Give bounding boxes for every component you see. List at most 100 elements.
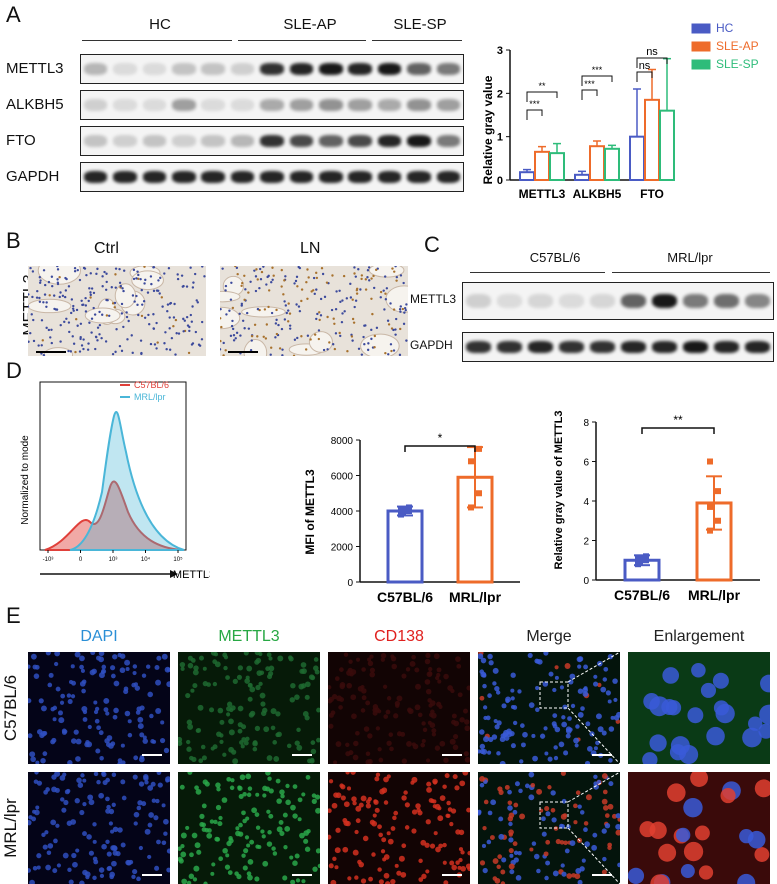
if-cell <box>229 785 235 791</box>
if-cell <box>345 751 351 757</box>
if-cell <box>512 809 518 815</box>
if-cell <box>381 787 388 794</box>
ihc-nucleus <box>383 275 387 278</box>
if-cell <box>466 807 470 813</box>
if-cell <box>300 662 307 668</box>
ihc-nucleus <box>370 297 373 301</box>
ihc-nucleus <box>118 344 122 348</box>
chart-a-bar <box>644 98 660 181</box>
if-cell <box>289 855 294 860</box>
if-cell <box>405 667 411 672</box>
ihc-nucleus <box>143 316 147 319</box>
ihc-nucleus <box>41 339 44 342</box>
ihc-nucleus <box>72 342 76 345</box>
if-cell <box>142 735 147 740</box>
if-cell <box>221 797 228 803</box>
if-cell <box>522 731 528 738</box>
if-cell <box>136 876 141 882</box>
if-cell <box>98 867 105 873</box>
if-cell <box>81 679 87 685</box>
if-cell <box>508 837 514 843</box>
blot-band <box>652 341 677 353</box>
if-cell <box>138 781 145 787</box>
if-cell <box>133 811 140 818</box>
if-cell <box>210 652 217 656</box>
ihc-nucleus <box>163 342 166 345</box>
blot-band <box>407 135 431 147</box>
ihc-nucleus <box>372 274 375 278</box>
ihc-nucleus <box>180 274 184 277</box>
ihc-nucleus <box>118 281 122 285</box>
if-cell <box>550 807 556 813</box>
if-cell <box>347 667 353 673</box>
histogram-tick-label: 10⁵ <box>173 556 183 563</box>
ihc-nucleus <box>68 330 71 334</box>
if-cell <box>700 682 716 698</box>
if-cell <box>513 850 519 855</box>
if-cell <box>449 821 454 827</box>
if-cell <box>483 736 490 743</box>
ihc-nucleus <box>267 305 270 309</box>
if-cell <box>426 781 432 787</box>
ihc-nucleus <box>281 348 284 351</box>
ihc-tubule <box>220 306 241 330</box>
if-cell <box>375 772 381 777</box>
ihc-nucleus <box>103 270 106 274</box>
if-cell <box>41 832 46 838</box>
if-cell <box>262 860 269 867</box>
if-cell <box>401 795 407 801</box>
if-cell <box>514 781 520 787</box>
if-cell <box>123 686 129 692</box>
ihc-nucleus <box>310 290 313 293</box>
ihc-nucleus <box>187 351 191 355</box>
if-cell <box>560 863 565 868</box>
if-cell <box>198 758 204 764</box>
if-image <box>178 772 320 884</box>
if-cell <box>294 694 300 700</box>
blot-band <box>83 171 108 183</box>
ihc-nucleus <box>265 323 269 326</box>
zoom-line <box>567 652 620 683</box>
if-cell <box>101 664 107 670</box>
if-cell <box>95 748 101 754</box>
if-cell <box>31 816 37 822</box>
if-cell <box>739 828 754 844</box>
scale-bar <box>292 874 312 876</box>
group-line-sle-sp <box>372 40 462 41</box>
if-cell <box>261 834 266 839</box>
if-cell <box>575 790 581 795</box>
if-cell <box>328 863 334 869</box>
if-cell <box>436 701 442 707</box>
if-cell <box>545 839 551 845</box>
chart-datapoint <box>715 517 721 524</box>
if-cell <box>602 805 609 811</box>
ihc-nucleus <box>43 293 47 296</box>
blot-c-row-gapdh <box>462 332 774 362</box>
zoom-line <box>567 772 620 803</box>
if-cell <box>256 670 263 676</box>
if-cell <box>382 684 388 689</box>
if-cell <box>124 710 131 717</box>
if-cell <box>378 757 384 763</box>
if-cell <box>519 759 524 764</box>
ihc-nucleus <box>313 292 316 296</box>
if-cell <box>460 865 466 872</box>
if-cell <box>455 860 460 865</box>
if-cell <box>409 661 416 667</box>
if-cell <box>87 724 92 730</box>
if-cell <box>292 860 298 866</box>
if-cell <box>139 732 145 738</box>
histogram-curve-mrl <box>69 411 185 551</box>
ihc-nucleus <box>225 313 228 316</box>
if-cell <box>243 652 249 656</box>
if-cell <box>238 822 243 828</box>
if-cell <box>117 652 122 658</box>
if-cell <box>81 688 86 694</box>
if-cell <box>367 657 372 662</box>
if-cell <box>99 873 105 878</box>
if-cell <box>607 699 612 704</box>
if-cell <box>278 819 284 825</box>
if-cell <box>180 666 185 671</box>
if-cell <box>59 700 65 705</box>
